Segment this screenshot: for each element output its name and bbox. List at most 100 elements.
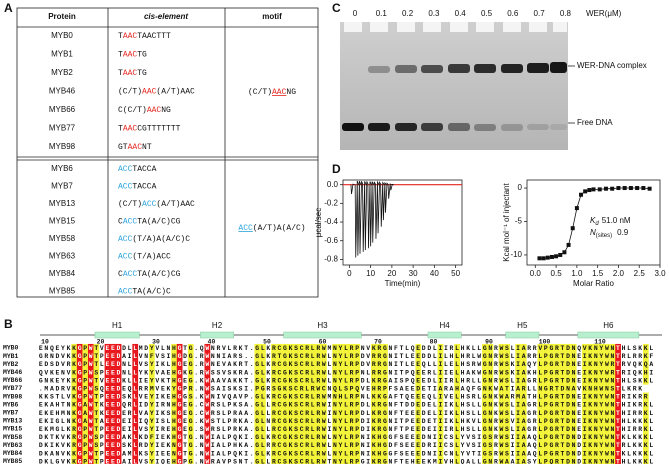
residue: R [377, 426, 381, 433]
residue: T [244, 377, 248, 384]
residue: N [572, 401, 576, 408]
motif-part: (C/T) [118, 88, 142, 97]
residue: K [633, 393, 637, 400]
residue: P [228, 450, 232, 457]
residue: K [289, 377, 293, 384]
residue: V [67, 385, 71, 392]
residue: R [494, 345, 498, 352]
residue: L [311, 450, 315, 457]
residue: Q [50, 345, 54, 352]
residue-bg [254, 457, 261, 464]
residue-bg [515, 441, 522, 450]
residue-bg [71, 433, 78, 442]
residue: N [61, 369, 65, 376]
residue: L [538, 442, 542, 449]
residue: H [622, 458, 626, 464]
residue: I [516, 450, 520, 457]
residue-bg [71, 343, 78, 353]
residue: N [200, 442, 204, 449]
residue-bg [581, 400, 588, 409]
residue-bg [176, 441, 183, 450]
residue-bg [204, 343, 211, 353]
residue: N [44, 345, 48, 352]
residue: G [283, 418, 287, 425]
residue: K [161, 409, 165, 416]
residue: L [366, 401, 370, 408]
residue: R [216, 345, 220, 352]
residue: R [638, 401, 642, 408]
residue-bg [87, 449, 94, 458]
residue: L [649, 434, 653, 441]
data-point [566, 242, 571, 247]
residue-bg [454, 384, 460, 393]
residue: G [78, 458, 82, 464]
residue-bg [348, 457, 355, 464]
residue: D [117, 345, 121, 352]
residue: W [494, 385, 498, 392]
residue-bg [548, 384, 555, 393]
residue-bg [304, 416, 311, 426]
residue-bg [76, 343, 83, 353]
residue-bg [554, 360, 560, 369]
residue-bg [343, 457, 349, 464]
residue: D [422, 450, 426, 457]
residue: Y [599, 442, 603, 449]
residue-bg [570, 449, 577, 458]
residue: L [344, 458, 348, 464]
motif-part: C [118, 270, 123, 279]
residue: K [450, 418, 454, 425]
residue: N [427, 450, 431, 457]
residue: R [350, 434, 354, 441]
residue: S [228, 369, 232, 376]
residue-bg [204, 441, 211, 450]
residue: N [56, 450, 60, 457]
residue-bg [276, 352, 283, 361]
residue-bg [93, 392, 100, 401]
residue: E [416, 361, 420, 368]
residue-bg [376, 433, 383, 442]
residue: C [300, 401, 304, 408]
band [421, 65, 443, 73]
band [527, 63, 549, 73]
residue: L [538, 369, 542, 376]
residue: L [261, 369, 265, 376]
residue: T [555, 385, 559, 392]
residue: E [422, 385, 426, 392]
residue: N [333, 377, 337, 384]
residue: S [505, 361, 509, 368]
residue-bg [171, 352, 177, 361]
residue: I [327, 426, 331, 433]
residue: R [272, 393, 276, 400]
residue: A [516, 385, 520, 392]
residue-bg [298, 457, 305, 464]
residue: R [472, 361, 476, 368]
injection-peak [354, 180, 360, 258]
residue: L [261, 377, 265, 384]
residue-bg [559, 368, 566, 377]
residue-bg [254, 368, 261, 377]
residue: G [189, 401, 193, 408]
residue: L [222, 426, 226, 433]
residue: N [594, 345, 598, 352]
residue: I [244, 450, 248, 457]
residue: I [583, 458, 587, 464]
residue: M [516, 393, 520, 400]
residue-bg [343, 368, 349, 377]
residue: L [538, 458, 542, 464]
residue-bg [548, 416, 555, 426]
residue: G [549, 353, 553, 360]
residue-bg [454, 343, 460, 353]
residue: L [405, 353, 409, 360]
residue-bg [498, 433, 505, 442]
residue: T [561, 377, 565, 384]
residue: D [566, 458, 570, 464]
residue-bg [520, 457, 527, 464]
residue: D [422, 401, 426, 408]
residue-bg [343, 424, 349, 434]
residue: L [311, 442, 315, 449]
data-point [591, 187, 596, 192]
residue-bg [515, 457, 522, 464]
residue-bg [515, 408, 522, 418]
residue: L [511, 345, 515, 352]
residue: K [527, 369, 531, 376]
